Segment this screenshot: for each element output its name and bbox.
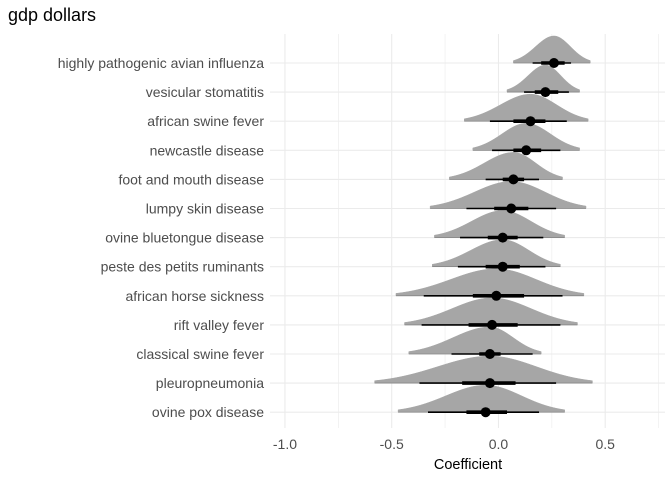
x-tick-label: -0.5 <box>380 436 404 452</box>
y-tick-label: african swine fever <box>147 113 264 129</box>
density-slab <box>506 64 580 93</box>
density-slab <box>397 384 565 413</box>
y-tick-label: pleuropneumonia <box>156 375 264 391</box>
point-estimate <box>508 174 519 185</box>
point-estimate <box>484 349 495 359</box>
x-tick-label: 0.0 <box>489 436 509 452</box>
y-tick-label: ovine pox disease <box>152 404 264 420</box>
y-tick-label: african horse sickness <box>125 288 264 304</box>
density-slab <box>408 326 542 355</box>
point-estimate <box>540 87 551 98</box>
point-estimate <box>521 145 532 156</box>
y-tick-label: peste des petits ruminants <box>101 259 264 275</box>
y-tick-label: newcastle disease <box>150 142 265 158</box>
intervals <box>374 58 593 418</box>
chart-title: gdp dollars <box>8 5 96 25</box>
y-axis-labels: highly pathogenic avian influenza vesicul… <box>58 55 265 420</box>
y-tick-label: rift valley fever <box>174 317 265 333</box>
point-estimate <box>497 261 508 272</box>
point-estimate <box>497 232 508 243</box>
point-estimate <box>480 407 491 418</box>
point-estimate <box>525 116 536 127</box>
y-tick-label: vesicular stomatitis <box>146 84 264 100</box>
point-estimate <box>491 290 502 301</box>
point-estimate <box>484 378 495 389</box>
point-estimate <box>487 319 498 330</box>
y-tick-label: highly pathogenic avian influenza <box>58 55 264 71</box>
density-slab <box>434 210 565 238</box>
density-slab <box>429 181 587 209</box>
point-estimate <box>506 203 517 214</box>
density-slabs <box>374 35 593 413</box>
y-tick-label: classical swine fever <box>136 346 264 362</box>
density-slab <box>374 355 593 384</box>
x-axis-title: Coefficient <box>434 457 502 473</box>
density-slab <box>432 239 561 267</box>
density-slab <box>464 93 589 122</box>
y-tick-label: ovine bluetongue disease <box>105 230 264 246</box>
density-slab <box>449 152 563 180</box>
density-slab <box>395 268 585 297</box>
y-tick-label: foot and mouth disease <box>118 171 264 187</box>
point-estimate <box>548 58 559 68</box>
density-slab <box>513 35 591 64</box>
y-tick-label: lumpy skin disease <box>146 201 264 217</box>
x-axis-labels: -1.0 -0.5 0.0 0.5 <box>273 436 615 452</box>
x-tick-label: -1.0 <box>273 436 297 452</box>
x-tick-label: 0.5 <box>595 436 615 452</box>
